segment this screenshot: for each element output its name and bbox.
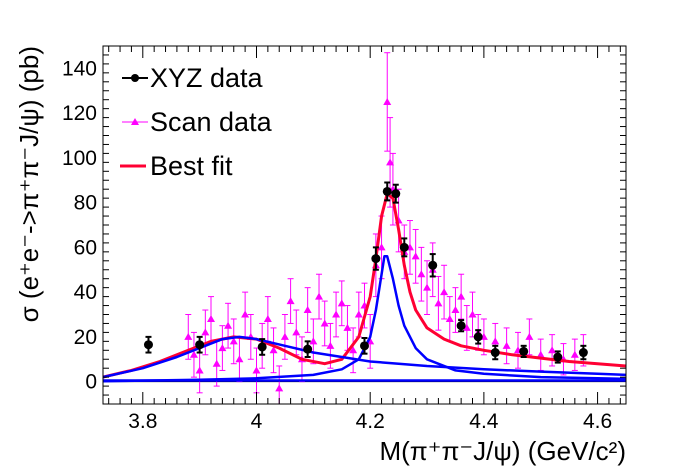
xyz-data-point [371, 246, 381, 271]
xyz-data-point [195, 335, 205, 354]
scan-data-point [269, 327, 278, 374]
xyz-data-point [578, 344, 588, 361]
scan-data-point [525, 318, 534, 356]
scan-data-point [434, 275, 443, 331]
scan-data-point [423, 260, 432, 315]
scan-data-point [303, 287, 312, 333]
scan-data-point [218, 325, 227, 371]
legend-entry-scan-data: Scan data [122, 107, 273, 137]
xyz-data-point [399, 237, 409, 258]
xyz-data-point [456, 319, 466, 333]
xyz-data-point [473, 329, 483, 345]
xyz-data-point [257, 338, 267, 356]
axes: 3.8 4 4.2 4.4 4.6 0 20 40 60 80 100 120 140 [62, 45, 626, 433]
y-tick-label: 0 [85, 371, 97, 394]
y-tick-label: 140 [62, 57, 97, 80]
xyz-data-point [391, 183, 401, 204]
xyz-data-point [553, 350, 563, 364]
scan-data-point [502, 327, 511, 365]
xyz-data-point [360, 336, 369, 355]
scan-data-point [309, 318, 318, 365]
scan-data-point [349, 327, 358, 374]
scan-data-point [189, 331, 198, 378]
scan-data-point [411, 228, 420, 284]
y-axis-title: σ (e⁺e⁻->π⁺π⁻J/ψ) (pb) [14, 46, 44, 322]
scan-data-point [275, 365, 284, 405]
legend-label-best-fit: Best fit [150, 151, 233, 181]
xyz-data-point [303, 340, 313, 359]
y-tick-label: 80 [74, 192, 97, 215]
narrow-component-curve [102, 255, 627, 383]
scan-data-point [457, 273, 466, 320]
scan-data-point [201, 309, 210, 356]
legend-label-scan-data: Scan data [150, 107, 273, 137]
x-tick-label: 3.8 [128, 410, 157, 433]
scan-data-point [462, 305, 471, 351]
scan-data-point [224, 302, 233, 349]
y-tick-label: 20 [74, 326, 97, 349]
y-tick-label: 120 [62, 102, 97, 125]
x-axis-title: M(π⁺π⁻J/ψ) (GeV/c²) [379, 436, 626, 466]
y-tick-label: 100 [62, 147, 97, 170]
legend-entry-xyz-data: XYZ data [122, 63, 264, 93]
xyz-data-point [490, 344, 500, 361]
scan-data-point [320, 300, 329, 347]
scan-data-point [468, 291, 477, 338]
scan-data-point [417, 246, 426, 302]
x-tick-label: 4.6 [583, 410, 612, 433]
scan-data-point [252, 347, 261, 394]
scan-data-point [337, 280, 346, 327]
legend: XYZ data Scan data Best fit [120, 63, 273, 181]
scan-data-point [315, 273, 324, 320]
xyz-data-point [382, 181, 392, 202]
legend-entry-best-fit: Best fit [120, 151, 233, 181]
data-series [102, 52, 627, 405]
scan-data-point [286, 278, 295, 324]
x-tick-label: 4.4 [469, 410, 499, 433]
y-tick-label: 60 [74, 236, 97, 259]
scan-data-point [332, 291, 341, 338]
broad-component-curve [102, 335, 627, 379]
legend-label-xyz-data: XYZ data [150, 63, 264, 93]
x-tick-label: 4.2 [356, 410, 385, 433]
x-tick-label: 4 [251, 410, 263, 433]
scan-data-point [229, 318, 238, 365]
xyz-data-point [428, 253, 438, 278]
scan-data-point [383, 52, 392, 152]
scan-data-point [440, 264, 449, 320]
scan-data-point [451, 287, 460, 333]
xyz-data-point [519, 344, 529, 359]
y-tick-label: 40 [74, 281, 97, 304]
scan-data-point [570, 338, 579, 371]
xyz-data-point [143, 335, 153, 354]
